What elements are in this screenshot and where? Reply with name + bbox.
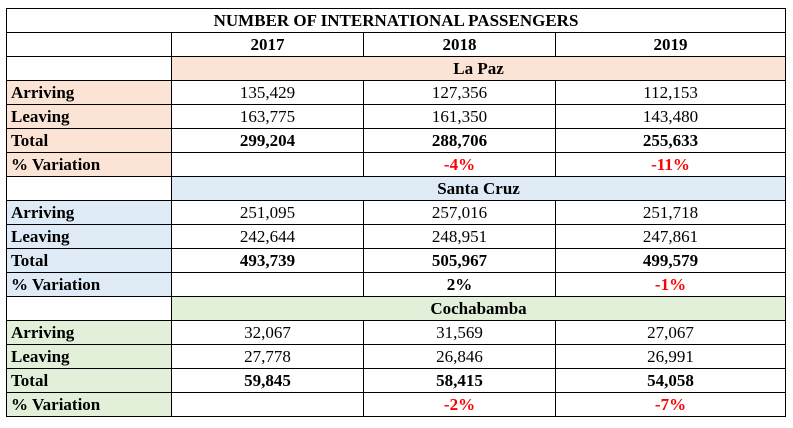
cochabamba-city-name: Cochabamba — [170, 296, 787, 321]
la-paz-total-2017: 299,204 — [171, 128, 364, 153]
santa-cruz-total-row: Total 493,739 505,967 499,579 — [6, 248, 787, 273]
row-label-total: Total — [6, 248, 172, 273]
row-label-leaving: Leaving — [6, 104, 172, 129]
cochabamba-total-row: Total 59,845 58,415 54,058 — [6, 368, 787, 393]
santa-cruz-variation-2017 — [171, 272, 364, 297]
santa-cruz-arriving-2018: 257,016 — [363, 200, 556, 225]
la-paz-variation-2019: -11% — [554, 152, 787, 177]
year-2018-header: 2018 — [363, 32, 556, 57]
santa-cruz-city-name: Santa Cruz — [170, 176, 787, 201]
santa-cruz-leaving-2017: 242,644 — [171, 224, 364, 249]
la-paz-arriving-2019: 112,153 — [554, 80, 787, 105]
cochabamba-header-row: Cochabamba — [6, 296, 787, 321]
cochabamba-leaving-2018: 26,846 — [363, 344, 556, 369]
santa-cruz-total-2019: 499,579 — [554, 248, 787, 273]
santa-cruz-leaving-row: Leaving 242,644 248,951 247,861 — [6, 224, 787, 249]
cochabamba-variation-2017 — [171, 392, 364, 417]
row-label-arriving: Arriving — [6, 320, 172, 345]
la-paz-variation-2017 — [171, 152, 364, 177]
row-label-arriving: Arriving — [6, 80, 172, 105]
la-paz-variation-row: % Variation -4% -11% — [6, 152, 787, 177]
year-header-row: 2017 2018 2019 — [6, 32, 787, 57]
cochabamba-leaving-row: Leaving 27,778 26,846 26,991 — [6, 344, 787, 369]
cochabamba-arriving-2019: 27,067 — [554, 320, 787, 345]
cochabamba-leaving-2019: 26,991 — [554, 344, 787, 369]
la-paz-total-2018: 288,706 — [363, 128, 556, 153]
empty-cell — [6, 56, 172, 81]
la-paz-leaving-2019: 143,480 — [554, 104, 787, 129]
santa-cruz-variation-row: % Variation 2% -1% — [6, 272, 787, 297]
row-label-arriving: Arriving — [6, 200, 172, 225]
santa-cruz-total-2018: 505,967 — [363, 248, 556, 273]
row-label-leaving: Leaving — [6, 344, 172, 369]
la-paz-leaving-2018: 161,350 — [363, 104, 556, 129]
table-title: NUMBER OF INTERNATIONAL PASSENGERS — [5, 8, 787, 33]
la-paz-arriving-2017: 135,429 — [171, 80, 364, 105]
cochabamba-total-2019: 54,058 — [554, 368, 787, 393]
cochabamba-arriving-2018: 31,569 — [363, 320, 556, 345]
row-label-leaving: Leaving — [6, 224, 172, 249]
cochabamba-total-2017: 59,845 — [171, 368, 364, 393]
la-paz-header-row: La Paz — [6, 56, 787, 81]
la-paz-leaving-row: Leaving 163,775 161,350 143,480 — [6, 104, 787, 129]
year-2019-header: 2019 — [554, 32, 787, 57]
la-paz-arriving-2018: 127,356 — [363, 80, 556, 105]
la-paz-arriving-row: Arriving 135,429 127,356 112,153 — [6, 80, 787, 105]
empty-cell — [6, 296, 172, 321]
row-label-total: Total — [6, 368, 172, 393]
row-label-variation: % Variation — [6, 152, 172, 177]
santa-cruz-variation-2019: -1% — [554, 272, 787, 297]
santa-cruz-total-2017: 493,739 — [171, 248, 364, 273]
santa-cruz-variation-2018: 2% — [363, 272, 556, 297]
la-paz-total-2019: 255,633 — [554, 128, 787, 153]
cochabamba-arriving-2017: 32,067 — [171, 320, 364, 345]
santa-cruz-arriving-2019: 251,718 — [554, 200, 787, 225]
santa-cruz-leaving-2018: 248,951 — [363, 224, 556, 249]
empty-header-cell — [6, 32, 172, 57]
santa-cruz-leaving-2019: 247,861 — [554, 224, 787, 249]
passengers-table: NUMBER OF INTERNATIONAL PASSENGERS 2017 … — [5, 8, 787, 417]
cochabamba-variation-row: % Variation -2% -7% — [6, 392, 787, 417]
santa-cruz-header-row: Santa Cruz — [6, 176, 787, 201]
title-row: NUMBER OF INTERNATIONAL PASSENGERS — [5, 8, 787, 33]
cochabamba-leaving-2017: 27,778 — [171, 344, 364, 369]
row-label-total: Total — [6, 128, 172, 153]
cochabamba-variation-2019: -7% — [554, 392, 787, 417]
la-paz-total-row: Total 299,204 288,706 255,633 — [6, 128, 787, 153]
row-label-variation: % Variation — [6, 392, 172, 417]
santa-cruz-arriving-row: Arriving 251,095 257,016 251,718 — [6, 200, 787, 225]
cochabamba-arriving-row: Arriving 32,067 31,569 27,067 — [6, 320, 787, 345]
cochabamba-total-2018: 58,415 — [363, 368, 556, 393]
la-paz-leaving-2017: 163,775 — [171, 104, 364, 129]
row-label-variation: % Variation — [6, 272, 172, 297]
santa-cruz-arriving-2017: 251,095 — [171, 200, 364, 225]
la-paz-city-name: La Paz — [170, 56, 787, 81]
la-paz-variation-2018: -4% — [363, 152, 556, 177]
cochabamba-variation-2018: -2% — [363, 392, 556, 417]
year-2017-header: 2017 — [171, 32, 364, 57]
empty-cell — [6, 176, 172, 201]
